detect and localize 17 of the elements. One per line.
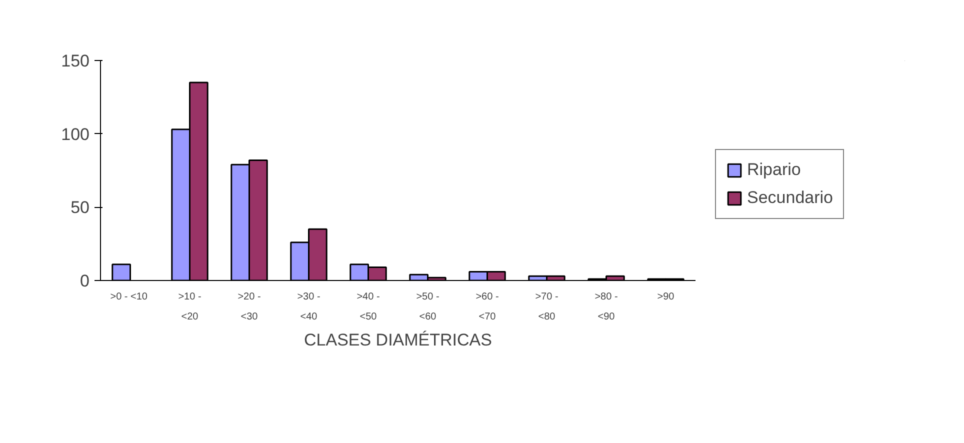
x-tick-label: >30 - <40 [297,292,320,322]
y-tick-label: 100 [61,124,90,144]
x-tick-label: >20 - <30 [238,292,261,322]
x-tick-label: >90 [657,292,675,302]
x-tick-label: >0 - <10 [110,292,148,302]
x-axis-title: CLASES DIAMÉTRICAS [304,330,492,350]
x-tick-label: >50 - <60 [416,292,440,322]
y-tick-label: 0 [80,272,90,290]
legend-label: Ripario [747,160,801,180]
legend-label: Secundario [747,188,834,208]
x-tick-label: >70 - <80 [535,292,558,322]
x-tick-label: >10 - <20 [178,292,202,322]
x-tick-label: >80 - <90 [594,292,618,322]
y-tick-label: 150 [61,52,90,70]
x-tick-label: >40 - <50 [356,292,380,322]
y-tick-label: 50 [70,198,90,218]
x-tick-label: >60 - <70 [476,292,499,322]
